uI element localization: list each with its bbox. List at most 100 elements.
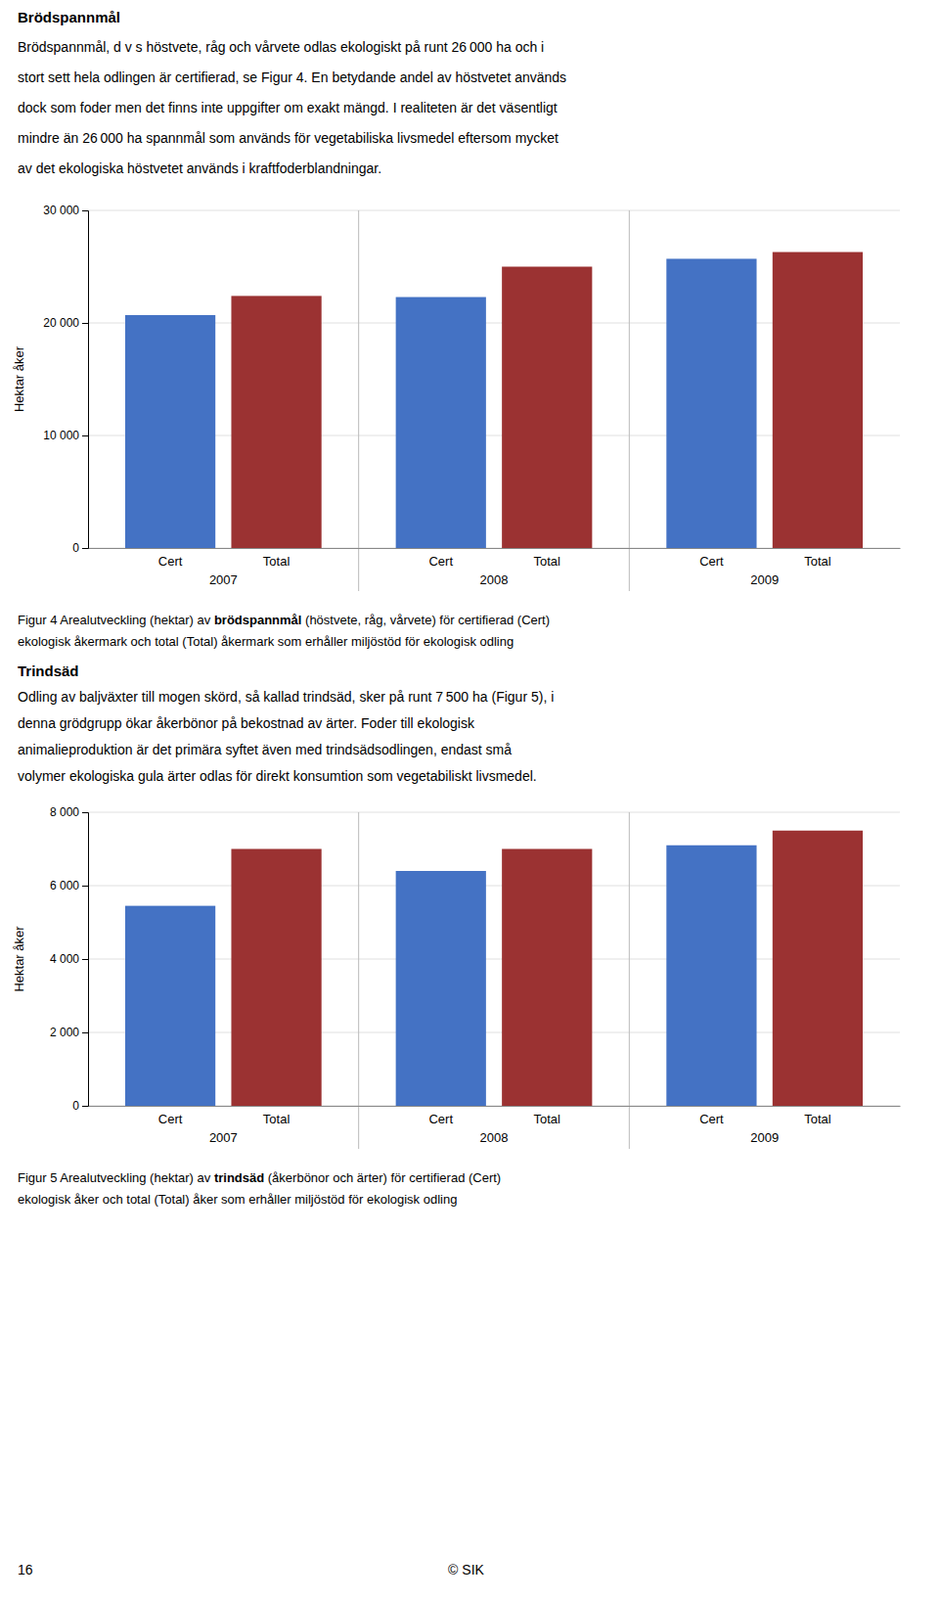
body-line: Brödspannmål, d v s höstvete, råg och vå…	[17, 39, 544, 55]
y-tick: 0	[72, 540, 89, 555]
series-label: Cert	[428, 1111, 453, 1126]
y-tick-label: 30 000	[43, 203, 80, 218]
series-labels: CertTotalCertTotalCertTotal	[158, 1111, 832, 1126]
group-separator	[357, 210, 359, 591]
y-tick: 6 000	[49, 878, 89, 893]
x-tick-label: 2008	[480, 572, 509, 587]
bar	[501, 267, 592, 549]
body-line: dock som foder men det finns inte uppgif…	[17, 99, 558, 116]
y-tick-label: 10 000	[43, 428, 80, 443]
bars	[125, 252, 863, 548]
caption-part: Figur 4 Arealutveckling (hektar) av	[17, 612, 215, 627]
y-tick: 2 000	[49, 1025, 89, 1039]
x-axis: 2007 2008 2009	[89, 547, 901, 587]
grid-line	[88, 210, 900, 212]
bar	[230, 849, 321, 1107]
x-tick-label: 2009	[750, 572, 779, 587]
series-label: Total	[263, 1111, 291, 1126]
body-line: Odling av baljväxter till mogen skörd, s…	[17, 688, 554, 705]
x-tick-label: 2007	[209, 1129, 238, 1145]
text-block: Trindsäd Odling av baljväxter till mogen …	[17, 662, 554, 784]
text-block: Brödspannmål Brödspannmål, d v s höstvete…	[17, 8, 567, 177]
bar	[501, 849, 592, 1107]
x-tick-label: 2008	[480, 1129, 509, 1145]
x-tick: 2007	[209, 547, 238, 587]
bar	[772, 252, 863, 548]
body-line: volymer ekologiska gula ärter odlas för …	[17, 767, 537, 784]
body-line: mindre än 26 000 ha spannmål som används…	[17, 130, 559, 146]
x-tick-label: 2007	[209, 572, 238, 587]
x-tick: 2007	[209, 1105, 238, 1145]
caption-part: (åkerbönor och ärter) för certifierad (C…	[264, 1169, 501, 1185]
y-axis: 0 10 000 20 000 30 000	[43, 203, 89, 555]
y-tick: 30 000	[43, 203, 89, 218]
series-label: Cert	[699, 553, 724, 569]
body-line: animalieproduktion är det primära syftet…	[17, 741, 512, 758]
footer-left: 16	[17, 1561, 34, 1577]
caption-part: Figur 5 Arealutveckling (hektar) av	[17, 1169, 215, 1185]
y-tick: 4 000	[49, 951, 89, 966]
separators	[358, 811, 630, 1149]
y-tick-label: 0	[72, 540, 80, 555]
y-tick-label: 6 000	[49, 878, 80, 893]
bar	[666, 845, 757, 1106]
x-tick: 2009	[750, 1105, 779, 1145]
group-separator	[628, 210, 630, 591]
x-tick-label: 2009	[750, 1129, 779, 1145]
series-label: Cert	[428, 553, 453, 569]
bar	[230, 295, 321, 548]
y-tick: 0	[72, 1098, 89, 1113]
y-axis-title: Hektar åker	[11, 345, 27, 412]
y-axis-line	[82, 812, 90, 1107]
y-axis-line	[82, 211, 90, 549]
series-label: Cert	[699, 1111, 724, 1126]
y-tick-label: 4 000	[49, 951, 80, 966]
series-label: Total	[804, 553, 832, 569]
chart: CertTotalCertTotalCertTotal2007200820090…	[11, 203, 901, 591]
bar	[396, 870, 487, 1106]
caption-line: Figur 5 Arealutveckling (hektar) av trin…	[17, 1169, 501, 1185]
footer-right: © SIK	[447, 1561, 485, 1577]
footer: 16 © SIK	[17, 1561, 486, 1577]
caption-part: trindsäd	[214, 1169, 265, 1185]
block-title: Trindsäd	[17, 662, 80, 679]
y-tick-mark	[82, 1031, 89, 1033]
bar	[125, 905, 216, 1106]
body-line: stort sett hela odlingen är certifierad,…	[17, 69, 567, 86]
y-tick-mark	[82, 958, 89, 960]
grid	[88, 811, 900, 1106]
group-separator	[628, 811, 630, 1149]
y-tick: 20 000	[43, 315, 89, 330]
separators	[358, 210, 630, 591]
block-title: Brödspannmål	[17, 8, 121, 26]
caption-part: brödspannmål	[214, 612, 303, 627]
caption-line: ekologisk åker och total (Total) åker so…	[17, 1191, 457, 1207]
series-label: Total	[263, 553, 291, 569]
y-tick-mark	[82, 435, 89, 437]
body-line: av det ekologiska höstvetet används i kr…	[17, 160, 382, 177]
x-tick: 2008	[480, 547, 509, 587]
caption-line: ekologisk åkermark och total (Total) åke…	[17, 633, 514, 649]
y-tick-mark	[82, 210, 89, 212]
y-tick: 8 000	[49, 804, 89, 819]
caption-part: (höstvete, råg, vårvete) för certifierad…	[301, 612, 550, 627]
bar	[396, 297, 487, 548]
y-axis-title: Hektar åker	[11, 925, 27, 992]
page: Brödspannmål Brödspannmål, d v s höstvete…	[0, 0, 939, 1600]
y-tick-label: 8 000	[49, 804, 80, 819]
caption: Figur 4 Arealutveckling (hektar) av bröd…	[17, 612, 550, 649]
caption: Figur 5 Arealutveckling (hektar) av trin…	[17, 1169, 501, 1207]
series-label: Total	[534, 553, 562, 569]
bar	[125, 314, 216, 548]
series-labels: CertTotalCertTotalCertTotal	[158, 553, 832, 569]
grid-line	[88, 811, 900, 813]
bar	[666, 258, 757, 548]
grid	[88, 210, 900, 548]
caption-line: Figur 4 Arealutveckling (hektar) av bröd…	[17, 612, 550, 627]
series-label: Cert	[158, 1111, 183, 1126]
x-axis-line	[89, 1105, 901, 1107]
group-separator	[357, 811, 359, 1149]
x-tick: 2009	[750, 547, 779, 587]
x-tick: 2008	[480, 1105, 509, 1145]
bar	[772, 830, 863, 1106]
